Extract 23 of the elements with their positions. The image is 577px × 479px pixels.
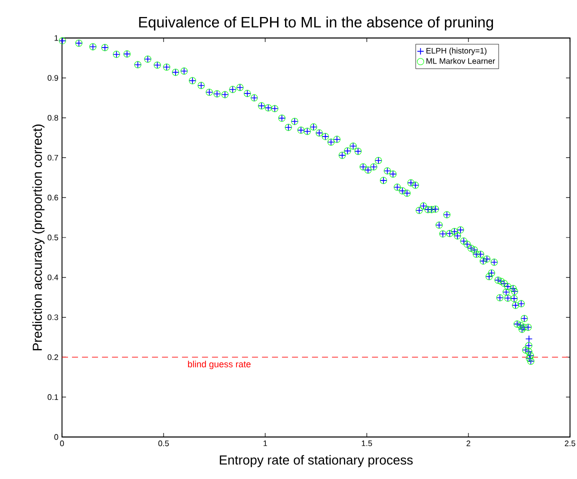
y-tick-label: 1 bbox=[54, 35, 58, 41]
x-tick-label: 1 bbox=[264, 440, 268, 446]
y-tick-label: 0.3 bbox=[48, 314, 58, 320]
y-tick-label: 0.7 bbox=[48, 154, 58, 161]
chart-title: Equivalence of ELPH to ML in the absence of pruning bbox=[139, 16, 493, 30]
x-axis-title: Entropy rate of stationary process bbox=[220, 455, 413, 468]
x-tick-label: 2.5 bbox=[564, 440, 576, 446]
x-tick-label: 1.5 bbox=[362, 440, 372, 446]
ref-line-label: blind guess rate bbox=[188, 360, 251, 370]
legend-label: ML Markov Learner bbox=[426, 58, 496, 64]
y-tick-label: 0 bbox=[54, 434, 58, 440]
legend-label: ELPH (history=1) bbox=[426, 48, 486, 56]
y-tick-label: 0.6 bbox=[48, 194, 58, 200]
x-tick-label: 2 bbox=[466, 440, 470, 446]
y-tick-label: 0.5 bbox=[48, 234, 58, 240]
y-tick-label: 0.8 bbox=[48, 114, 58, 121]
y-tick-label: 0.1 bbox=[48, 394, 58, 400]
x-tick-label: 0.5 bbox=[158, 440, 169, 446]
y-tick-label: 0.4 bbox=[48, 274, 58, 280]
y-tick-label: 0.2 bbox=[48, 354, 58, 360]
y-axis-title: Prediction accuracy (proportion correct) bbox=[32, 124, 44, 350]
y-tick-label: 0.9 bbox=[48, 75, 58, 81]
x-tick-label: 0 bbox=[60, 440, 64, 446]
